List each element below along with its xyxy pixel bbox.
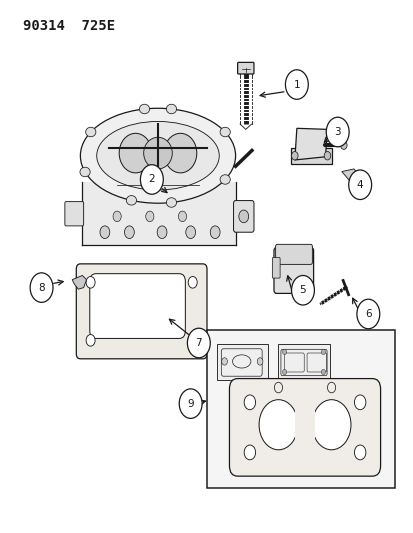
Polygon shape (294, 397, 314, 453)
Text: 6: 6 (364, 309, 371, 319)
FancyBboxPatch shape (272, 257, 280, 278)
Text: 7: 7 (195, 338, 202, 348)
Circle shape (356, 299, 379, 329)
Bar (217, 344, 268, 380)
Circle shape (340, 141, 346, 149)
Circle shape (124, 226, 134, 239)
FancyBboxPatch shape (273, 247, 313, 293)
Circle shape (86, 335, 95, 346)
FancyBboxPatch shape (229, 378, 380, 476)
Text: 9: 9 (187, 399, 194, 409)
Circle shape (179, 389, 202, 418)
Circle shape (185, 226, 195, 239)
Circle shape (113, 211, 121, 222)
Text: 4: 4 (356, 180, 363, 190)
Ellipse shape (220, 175, 230, 184)
Ellipse shape (80, 167, 90, 177)
Circle shape (100, 226, 109, 239)
Ellipse shape (119, 133, 152, 173)
Circle shape (320, 369, 325, 375)
Circle shape (285, 70, 308, 99)
FancyBboxPatch shape (275, 244, 312, 264)
FancyBboxPatch shape (76, 264, 206, 359)
Ellipse shape (311, 400, 350, 450)
Text: 8: 8 (38, 282, 45, 293)
Circle shape (325, 117, 348, 147)
Circle shape (291, 151, 297, 160)
Circle shape (348, 170, 371, 199)
FancyBboxPatch shape (65, 201, 83, 226)
Polygon shape (341, 169, 359, 183)
Circle shape (86, 277, 95, 288)
Circle shape (327, 382, 335, 393)
Ellipse shape (143, 138, 172, 169)
Circle shape (320, 349, 325, 354)
Ellipse shape (126, 196, 136, 205)
Bar (82, 182, 235, 245)
FancyBboxPatch shape (233, 200, 253, 232)
Circle shape (140, 165, 163, 194)
Circle shape (323, 151, 330, 160)
Ellipse shape (80, 108, 235, 203)
Text: 1: 1 (293, 79, 299, 90)
Ellipse shape (259, 400, 297, 450)
Ellipse shape (166, 198, 176, 207)
Circle shape (274, 382, 282, 393)
Polygon shape (294, 128, 327, 160)
Ellipse shape (166, 104, 176, 114)
Polygon shape (166, 285, 183, 311)
Circle shape (210, 226, 220, 239)
Circle shape (282, 349, 286, 354)
Circle shape (178, 211, 186, 222)
Bar (206, 330, 394, 488)
Text: 2: 2 (148, 174, 155, 184)
Text: 3: 3 (334, 127, 340, 137)
Circle shape (244, 395, 255, 410)
Circle shape (188, 277, 197, 288)
Ellipse shape (164, 133, 196, 173)
Circle shape (157, 226, 166, 239)
Text: 5: 5 (299, 285, 306, 295)
Circle shape (145, 211, 154, 222)
Circle shape (188, 335, 197, 346)
Ellipse shape (220, 127, 230, 137)
Ellipse shape (139, 104, 149, 114)
Circle shape (354, 395, 365, 410)
FancyBboxPatch shape (90, 273, 185, 338)
Circle shape (30, 273, 53, 302)
Text: 90314  725E: 90314 725E (23, 19, 115, 33)
Bar (278, 344, 329, 380)
Polygon shape (290, 148, 331, 164)
Circle shape (244, 445, 255, 460)
Circle shape (221, 358, 227, 365)
Ellipse shape (85, 127, 96, 137)
Circle shape (187, 328, 210, 358)
Ellipse shape (97, 122, 219, 190)
Circle shape (256, 358, 262, 365)
Circle shape (238, 210, 248, 223)
Circle shape (282, 369, 286, 375)
Circle shape (354, 445, 365, 460)
FancyBboxPatch shape (237, 62, 253, 74)
Polygon shape (72, 276, 86, 289)
Circle shape (291, 276, 313, 305)
